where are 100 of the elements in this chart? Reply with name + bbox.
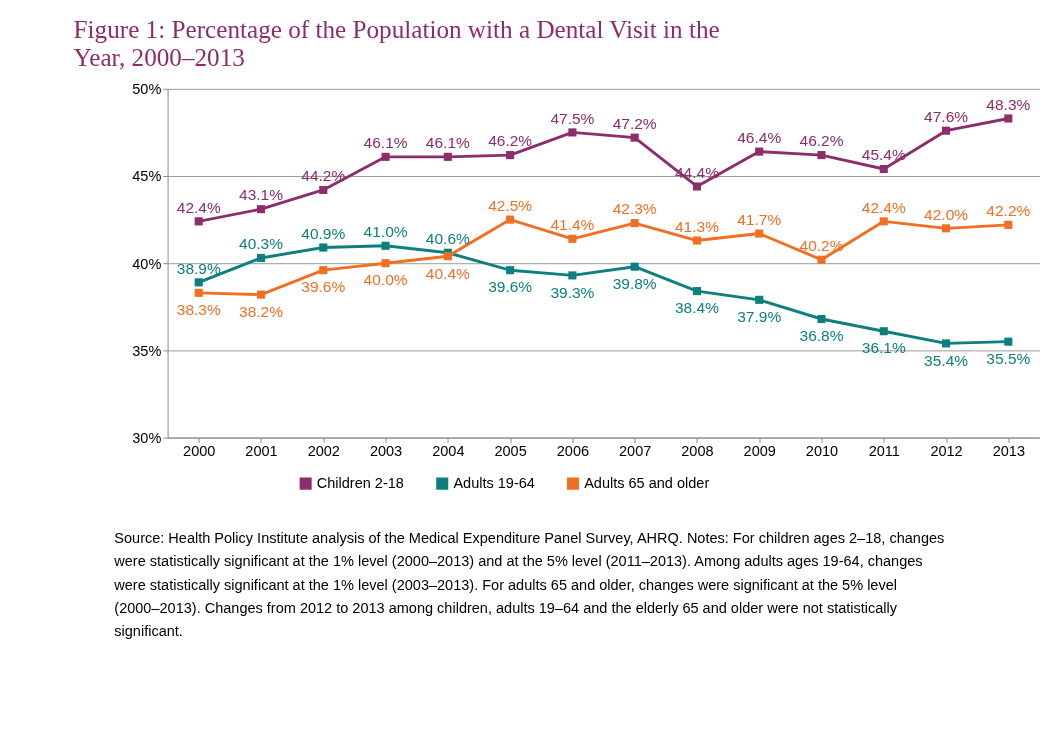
data-label: 37.9% <box>737 308 782 326</box>
data-label: 47.2% <box>612 114 657 132</box>
data-label: 42.4% <box>861 198 906 216</box>
data-label: 42.2% <box>986 202 1031 220</box>
data-label: 38.4% <box>674 299 720 317</box>
point <box>817 255 826 264</box>
data-label: 41.0% <box>363 223 408 241</box>
point <box>630 262 639 271</box>
point <box>381 152 390 161</box>
point <box>1004 114 1013 123</box>
point <box>942 126 951 135</box>
x-tick-label: 2000 <box>183 443 216 460</box>
data-label: 42.5% <box>488 196 533 214</box>
point <box>256 205 266 214</box>
point <box>817 314 826 324</box>
data-label: 42.4% <box>176 198 221 216</box>
data-label: 48.3% <box>986 95 1031 113</box>
data-label: 43.1% <box>239 186 284 204</box>
data-label: 46.2% <box>488 132 533 150</box>
point <box>1004 220 1013 229</box>
x-tick-label: 2009 <box>743 443 776 460</box>
data-label: 40.0% <box>363 271 408 289</box>
point <box>755 295 764 304</box>
data-label: 47.5% <box>550 109 595 127</box>
data-label: 40.3% <box>239 235 284 253</box>
source-note: Source: Health Policy Institute analysis of the Medical Expenditure Panel Survey, AHRQ. Notes: For children ages 2–18, changes were statistically significant at the 1% level (2000–2013) and at the 5% level (2011–2013). Among adults ages 19-64, changes were statistically significant at the 1% level (2003–2013). For adults 65 and older, changes were significant at the 5% level (2000–2013). Changes from 2012 to 2013 among children, adults 19–64 and the elderly 65 and older were not statistically significant. <box>113 530 945 640</box>
data-label: 41.4% <box>550 216 595 234</box>
point <box>879 164 888 174</box>
point <box>568 234 577 243</box>
point <box>381 241 390 250</box>
data-label: 35.4% <box>924 351 969 369</box>
data-label: 45.4% <box>861 146 906 164</box>
point <box>256 290 266 299</box>
x-tick-label: 2002 <box>307 443 340 460</box>
point <box>568 128 577 137</box>
data-label: 40.4% <box>425 264 471 282</box>
point <box>194 288 203 297</box>
y-tick-label: 30% <box>132 429 162 446</box>
data-label: 35.5% <box>986 349 1031 367</box>
data-label: 38.2% <box>239 302 284 320</box>
point <box>1004 337 1013 346</box>
point <box>506 151 515 160</box>
y-tick-label: 50% <box>132 81 162 98</box>
data-label: 40.2% <box>799 237 844 254</box>
y-tick-label: 45% <box>132 168 162 185</box>
point <box>319 185 328 195</box>
x-tick-label: 2001 <box>245 443 278 460</box>
data-label: 40.6% <box>425 230 471 248</box>
point <box>319 266 328 275</box>
data-label: 47.6% <box>924 107 969 125</box>
data-label: 39.6% <box>301 278 346 296</box>
point <box>755 229 764 238</box>
data-label: 38.3% <box>176 301 221 319</box>
y-tick-label: 35% <box>132 342 162 359</box>
point <box>692 287 701 296</box>
x-tick-label: 2006 <box>556 443 590 460</box>
x-tick-label: 2008 <box>681 443 714 460</box>
data-label: 39.6% <box>488 278 533 296</box>
x-tick-label: 2004 <box>432 443 465 460</box>
data-label: 41.7% <box>737 210 782 228</box>
x-tick-label: 2007 <box>619 443 652 460</box>
point <box>568 271 577 280</box>
data-label: 42.3% <box>612 200 657 218</box>
legend-label: Adults 65 and older <box>584 475 710 492</box>
point <box>630 133 639 142</box>
x-tick-label: 2005 <box>494 443 527 460</box>
y-tick-label: 40% <box>132 255 162 272</box>
point <box>692 182 701 191</box>
data-label: 46.1% <box>425 134 471 152</box>
x-tick-label: 2003 <box>369 443 403 460</box>
point <box>194 278 203 287</box>
data-label: 46.4% <box>737 128 782 146</box>
point <box>692 236 701 245</box>
x-tick-label: 2011 <box>868 443 900 460</box>
legend-label: Children 2-18 <box>316 475 404 492</box>
point <box>506 266 515 275</box>
data-label: 41.3% <box>674 217 720 235</box>
point <box>942 224 951 233</box>
chart-title: Figure 1: Percentage of the Population with a Dental Visit in the Year, 2000–2013 <box>73 16 720 71</box>
point <box>443 252 452 261</box>
data-label: 40.9% <box>301 224 346 242</box>
point <box>755 147 764 156</box>
data-label: 46.1% <box>363 134 408 152</box>
point <box>443 152 452 161</box>
x-tick-label: 2010 <box>805 443 839 460</box>
point <box>506 215 515 224</box>
data-label: 36.8% <box>799 327 844 345</box>
data-label: 39.3% <box>550 283 595 301</box>
data-label: 39.8% <box>612 274 657 292</box>
point <box>194 217 203 226</box>
point <box>381 259 390 268</box>
data-label: 46.2% <box>799 132 844 150</box>
point <box>879 217 888 226</box>
point <box>817 151 826 160</box>
legend-label: Adults 19-64 <box>453 475 535 492</box>
point <box>256 253 266 263</box>
point <box>879 327 888 336</box>
data-label: 44.2% <box>301 167 346 185</box>
point <box>630 219 639 228</box>
data-label: 36.1% <box>861 339 906 357</box>
